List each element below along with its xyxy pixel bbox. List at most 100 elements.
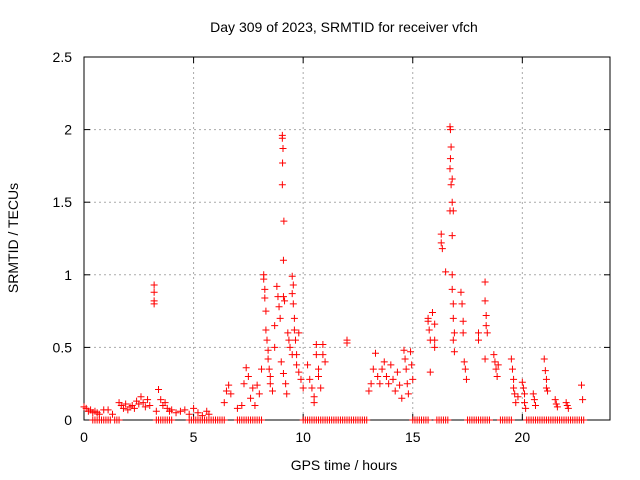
data-point: [321, 358, 329, 366]
data-point: [295, 329, 303, 337]
data-point: [222, 387, 230, 395]
data-point: [553, 403, 561, 411]
data-point: [290, 326, 298, 334]
data-point: [290, 314, 298, 322]
data-point: [255, 390, 263, 398]
data-point: [266, 380, 274, 388]
data-point: [518, 378, 526, 386]
data-point: [514, 393, 522, 401]
data-point: [365, 387, 373, 395]
data-point: [181, 406, 189, 414]
data-point: [279, 370, 287, 378]
data-point: [371, 349, 379, 357]
data-point: [448, 271, 456, 279]
data-point: [176, 407, 184, 415]
data-point: [369, 365, 377, 373]
data-point: [438, 245, 446, 253]
data-point: [238, 401, 246, 409]
data-point: [492, 365, 500, 373]
data-points: [80, 123, 588, 424]
data-point: [562, 399, 570, 407]
data-point-zero: [168, 416, 176, 424]
data-point: [552, 400, 560, 408]
data-point: [544, 387, 552, 395]
data-point: [448, 285, 456, 293]
data-point: [289, 281, 297, 289]
data-point: [293, 351, 301, 359]
data-point: [279, 256, 287, 264]
data-point: [240, 380, 248, 388]
data-point: [282, 380, 290, 388]
data-point: [265, 365, 273, 373]
data-point: [312, 351, 320, 359]
data-point: [449, 336, 457, 344]
data-point: [542, 375, 550, 383]
data-point: [261, 294, 269, 302]
data-point: [249, 384, 257, 392]
data-point: [481, 278, 489, 286]
data-point-zero: [424, 416, 432, 424]
axis-ticks: 0 0.5 1 1.5 2 2.5 0 5 10 15 20: [53, 49, 610, 445]
data-point: [459, 329, 467, 337]
data-point: [304, 361, 312, 369]
x-tick-label: 0: [80, 429, 88, 445]
data-point: [385, 380, 393, 388]
data-point: [244, 372, 252, 380]
data-point: [508, 365, 516, 373]
data-point: [510, 375, 518, 383]
data-point: [437, 239, 445, 247]
data-point: [442, 268, 450, 276]
data-point: [521, 390, 529, 398]
data-point: [295, 368, 303, 376]
data-point: [278, 134, 286, 142]
data-point: [251, 401, 259, 409]
data-point: [122, 400, 130, 408]
data-point: [291, 336, 299, 344]
data-point: [458, 300, 466, 308]
data-point: [279, 144, 287, 152]
data-point: [378, 365, 386, 373]
data-point: [279, 293, 287, 301]
data-point: [409, 375, 417, 383]
data-point: [168, 406, 176, 414]
data-point: [493, 372, 501, 380]
data-point: [277, 358, 285, 366]
data-point: [104, 406, 112, 414]
data-point: [275, 303, 283, 311]
data-point: [135, 400, 143, 408]
data-point: [281, 297, 289, 305]
data-point: [540, 355, 548, 363]
data-point: [286, 343, 294, 351]
data-point: [431, 320, 439, 328]
data-point: [446, 155, 454, 163]
x-tick-label: 10: [295, 429, 311, 445]
data-point: [389, 375, 397, 383]
data-point: [398, 394, 406, 402]
data-point: [130, 404, 138, 412]
data-point: [266, 372, 274, 380]
data-point: [564, 404, 572, 412]
data-point: [258, 365, 266, 373]
data-point: [475, 329, 482, 337]
data-point: [482, 322, 490, 330]
data-point: [150, 300, 158, 308]
data-point: [391, 387, 399, 395]
data-point: [449, 314, 457, 322]
data-point: [403, 380, 411, 388]
data-point: [278, 181, 286, 189]
data-point: [150, 281, 158, 289]
data-point-zero: [507, 416, 515, 424]
data-point: [579, 396, 587, 404]
data-point: [507, 355, 515, 363]
x-tick-label: 15: [405, 429, 421, 445]
data-point: [268, 387, 276, 395]
data-point: [446, 165, 454, 173]
data-point: [521, 399, 529, 407]
data-point: [152, 407, 160, 415]
data-point: [288, 290, 296, 298]
data-point: [119, 404, 127, 412]
data-point: [449, 300, 457, 308]
data-point: [401, 355, 409, 363]
data-point-zero: [258, 416, 266, 424]
data-point: [242, 364, 250, 372]
